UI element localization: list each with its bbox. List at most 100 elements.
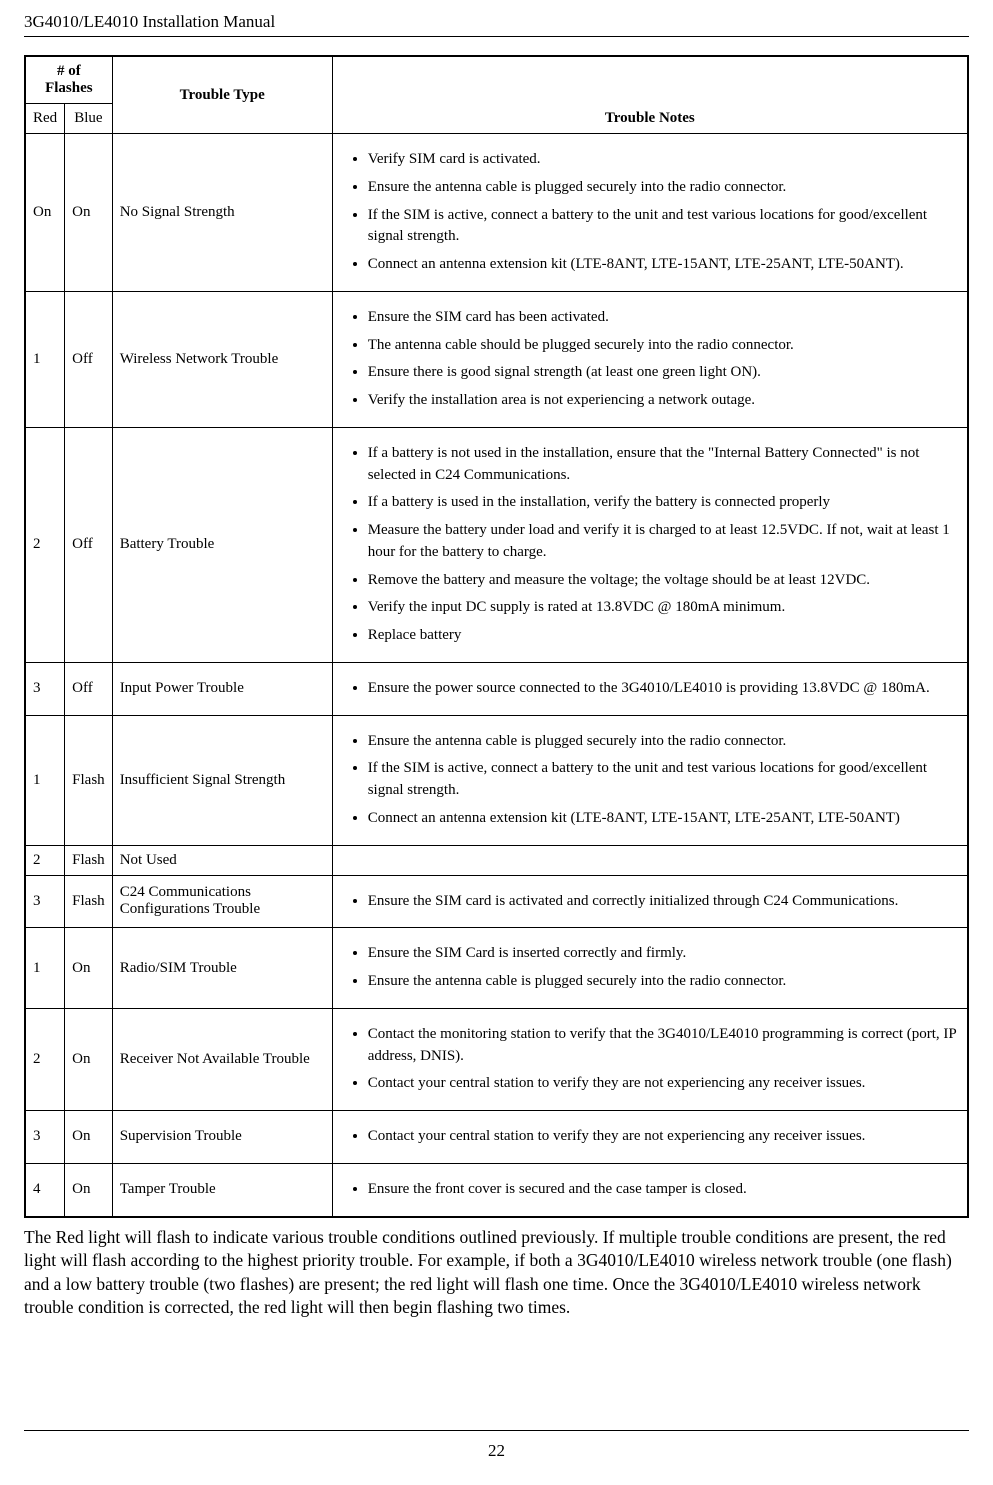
- notes-item: Contact your central station to verify t…: [368, 1123, 960, 1151]
- notes-item: Contact your central station to verify t…: [368, 1070, 960, 1098]
- page-number: 22: [488, 1441, 505, 1460]
- notes-item: Contact the monitoring station to verify…: [368, 1021, 960, 1071]
- notes-item: The antenna cable should be plugged secu…: [368, 332, 960, 360]
- notes-item: Verify the input DC supply is rated at 1…: [368, 594, 960, 622]
- notes-list: Ensure the front cover is secured and th…: [340, 1176, 960, 1204]
- cell-trouble-type: Tamper Trouble: [112, 1163, 332, 1216]
- cell-trouble-type: No Signal Strength: [112, 134, 332, 292]
- cell-red: 3: [25, 875, 65, 928]
- cell-red: 2: [25, 845, 65, 875]
- notes-item: If the SIM is active, connect a battery …: [368, 202, 960, 252]
- cell-blue: On: [65, 928, 113, 1009]
- cell-trouble-type: Battery Trouble: [112, 427, 332, 662]
- header-trouble-type: Trouble Type: [112, 56, 332, 134]
- cell-blue: On: [65, 1111, 113, 1164]
- notes-item: If a battery is not used in the installa…: [368, 440, 960, 490]
- table-row: 2OffBattery Trouble If a battery is not u…: [25, 427, 968, 662]
- notes-list: Verify SIM card is activated.Ensure the …: [340, 146, 960, 279]
- notes-item: Ensure the antenna cable is plugged secu…: [368, 968, 960, 996]
- cell-blue: Off: [65, 291, 113, 427]
- cell-red: 1: [25, 715, 65, 845]
- trouble-table: # of Flashes Trouble Type Trouble Notes …: [24, 55, 969, 1218]
- table-header: # of Flashes Trouble Type Trouble Notes …: [25, 56, 968, 134]
- notes-item: Ensure the front cover is secured and th…: [368, 1176, 960, 1204]
- cell-trouble-type: Radio/SIM Trouble: [112, 928, 332, 1009]
- page-footer: 22: [24, 1430, 969, 1461]
- table-row: 3OffInput Power TroubleEnsure the power …: [25, 662, 968, 715]
- cell-trouble-notes: Ensure the power source connected to the…: [332, 662, 968, 715]
- notes-item: If the SIM is active, connect a battery …: [368, 755, 960, 805]
- notes-item: Verify the installation area is not expe…: [368, 387, 960, 415]
- notes-list: Ensure the SIM Card is inserted correctl…: [340, 940, 960, 996]
- table-row: 4OnTamper Trouble Ensure the front cover …: [25, 1163, 968, 1216]
- cell-blue: On: [65, 134, 113, 292]
- cell-trouble-type: C24 Communications Configurations Troubl…: [112, 875, 332, 928]
- notes-item: Ensure the SIM Card is inserted correctl…: [368, 940, 960, 968]
- cell-trouble-type: Wireless Network Trouble: [112, 291, 332, 427]
- notes-item: Measure the battery under load and verif…: [368, 517, 960, 567]
- notes-item: Ensure the antenna cable is plugged secu…: [368, 728, 960, 756]
- cell-trouble-notes: Ensure the front cover is secured and th…: [332, 1163, 968, 1216]
- notes-item: If a battery is used in the installation…: [368, 489, 960, 517]
- notes-item: Ensure the antenna cable is plugged secu…: [368, 174, 960, 202]
- cell-trouble-notes: Ensure the SIM card has been activated.T…: [332, 291, 968, 427]
- cell-blue: Flash: [65, 845, 113, 875]
- table-row: OnOnNo Signal StrengthVerify SIM card is…: [25, 134, 968, 292]
- notes-item: Remove the battery and measure the volta…: [368, 567, 960, 595]
- body-paragraph: The Red light will flash to indicate var…: [24, 1226, 969, 1321]
- notes-list: Ensure the antenna cable is plugged secu…: [340, 728, 960, 833]
- cell-red: 4: [25, 1163, 65, 1216]
- cell-red: On: [25, 134, 65, 292]
- notes-item: Replace battery: [368, 622, 960, 650]
- notes-list: Ensure the power source connected to the…: [340, 675, 960, 703]
- cell-trouble-type: Receiver Not Available Trouble: [112, 1008, 332, 1110]
- table-row: 1OffWireless Network TroubleEnsure the S…: [25, 291, 968, 427]
- cell-blue: On: [65, 1008, 113, 1110]
- cell-blue: Flash: [65, 875, 113, 928]
- cell-trouble-type: Not Used: [112, 845, 332, 875]
- notes-list: Ensure the SIM card is activated and cor…: [340, 888, 960, 916]
- cell-blue: On: [65, 1163, 113, 1216]
- notes-item: Ensure the SIM card has been activated.: [368, 304, 960, 332]
- notes-list: Contact your central station to verify t…: [340, 1123, 960, 1151]
- cell-trouble-notes: Verify SIM card is activated.Ensure the …: [332, 134, 968, 292]
- table-row: 3OnSupervision Trouble Contact your centr…: [25, 1111, 968, 1164]
- header-flashes: # of Flashes: [25, 56, 112, 104]
- notes-item: Connect an antenna extension kit (LTE-8A…: [368, 251, 960, 279]
- cell-red: 2: [25, 427, 65, 662]
- cell-trouble-notes: Ensure the SIM Card is inserted correctl…: [332, 928, 968, 1009]
- cell-red: 3: [25, 1111, 65, 1164]
- table-row: 3FlashC24 Communications Configurations …: [25, 875, 968, 928]
- notes-item: Ensure there is good signal strength (at…: [368, 359, 960, 387]
- notes-item: Ensure the SIM card is activated and cor…: [368, 888, 960, 916]
- table-row: 2FlashNot Used: [25, 845, 968, 875]
- notes-list: Ensure the SIM card has been activated.T…: [340, 304, 960, 415]
- cell-trouble-notes: Contact your central station to verify t…: [332, 1111, 968, 1164]
- cell-red: 1: [25, 928, 65, 1009]
- notes-list: Contact the monitoring station to verify…: [340, 1021, 960, 1098]
- cell-red: 3: [25, 662, 65, 715]
- page-header: 3G4010/LE4010 Installation Manual: [24, 12, 969, 37]
- cell-trouble-notes: Ensure the SIM card is activated and cor…: [332, 875, 968, 928]
- cell-red: 2: [25, 1008, 65, 1110]
- header-blue: Blue: [65, 104, 113, 134]
- cell-trouble-type: Insufficient Signal Strength: [112, 715, 332, 845]
- cell-blue: Off: [65, 427, 113, 662]
- cell-red: 1: [25, 291, 65, 427]
- cell-trouble-notes: If a battery is not used in the installa…: [332, 427, 968, 662]
- table-row: 1OnRadio/SIM Trouble Ensure the SIM Card …: [25, 928, 968, 1009]
- header-trouble-notes: Trouble Notes: [332, 56, 968, 134]
- table-row: 1FlashInsufficient Signal Strength Ensure…: [25, 715, 968, 845]
- header-red: Red: [25, 104, 65, 134]
- notes-item: Ensure the power source connected to the…: [368, 675, 960, 703]
- notes-item: Connect an antenna extension kit (LTE-8A…: [368, 805, 960, 833]
- cell-trouble-notes: [332, 845, 968, 875]
- document-title: 3G4010/LE4010 Installation Manual: [24, 12, 275, 31]
- cell-trouble-notes: Ensure the antenna cable is plugged secu…: [332, 715, 968, 845]
- notes-list: If a battery is not used in the installa…: [340, 440, 960, 650]
- cell-trouble-notes: Contact the monitoring station to verify…: [332, 1008, 968, 1110]
- table-body: OnOnNo Signal StrengthVerify SIM card is…: [25, 134, 968, 1217]
- cell-blue: Flash: [65, 715, 113, 845]
- cell-trouble-type: Supervision Trouble: [112, 1111, 332, 1164]
- cell-blue: Off: [65, 662, 113, 715]
